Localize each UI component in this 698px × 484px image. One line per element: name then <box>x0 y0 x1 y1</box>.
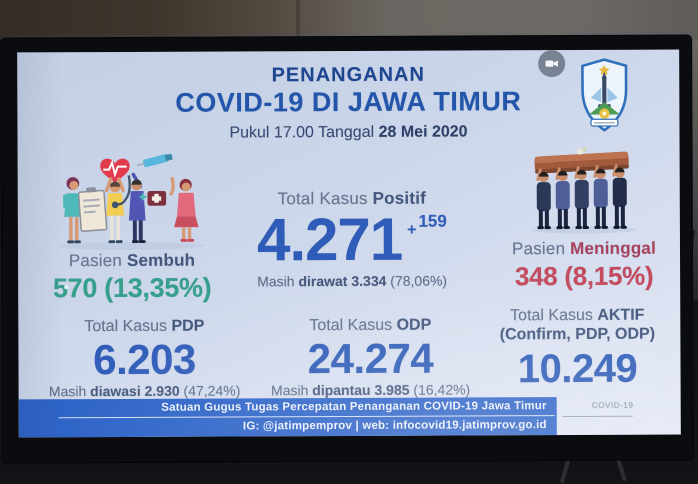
masih-dipantau-note: Masih dipantau 3.985 (16,42%) <box>270 381 471 399</box>
footer-contact-text: IG: @jatimpemprov | web: infocovid19.jat… <box>242 419 547 433</box>
stat-total-kasus-aktif: Total Kasus AKTIF (Confirm, PDP, ODP) 10… <box>482 306 672 392</box>
stat-total-kasus-positif: Total Kasus Positif 4.271 +159 Masih dira… <box>224 188 480 290</box>
total-kasus-aktif-value: 10.249 <box>517 346 638 392</box>
pasien-sembuh-value: 570 (13,35%) <box>52 272 212 304</box>
watermark-underline <box>562 415 633 418</box>
total-kasus-positif-value-row: 4.271 +159 <box>224 206 480 274</box>
pasien-meninggal-label: Pasien Meninggal <box>511 238 657 259</box>
wall-seam <box>296 0 300 44</box>
total-kasus-positif-value: 4.271 <box>256 205 403 274</box>
stat-pasien-sembuh: Pasien Sembuh 570 (13,35%) <box>34 148 231 305</box>
total-kasus-odp-label: Total Kasus ODP <box>309 316 432 335</box>
subtitle-time: Pukul 17.00 Tanggal <box>229 123 379 142</box>
medical-team-illustration-icon <box>59 153 205 250</box>
total-kasus-pdp-label: Total Kasus PDP <box>84 317 205 336</box>
stat-pasien-meninggal: Pasien Meninggal 348 (8,15%) <box>492 142 677 293</box>
jawa-timur-provincial-emblem-icon <box>576 58 632 137</box>
total-kasus-aktif-label: Total Kasus AKTIF <box>510 306 645 325</box>
footer-banner: Satuan Gugus Tugas Percepatan Penanganan… <box>18 397 557 438</box>
presentation-slide: PENANGANAN COVID-19 DI JAWA TIMUR Pukul … <box>17 49 681 438</box>
total-kasus-odp-value: 24.274 <box>307 334 434 383</box>
stat-total-kasus-pdp: Total Kasus PDP 6.203 Masih diawasi 2.93… <box>28 317 260 400</box>
total-kasus-aktif-sublabel: (Confirm, PDP, ODP) <box>499 325 656 344</box>
stat-total-kasus-odp: Total Kasus ODP 24.274 Masih dipantau 3.… <box>256 316 484 399</box>
pasien-meninggal-value: 348 (8,15%) <box>514 260 654 292</box>
masih-diawasi-note: Masih diawasi 2.930 (47,24%) <box>48 382 241 400</box>
delta-plus-sign: + <box>407 221 417 239</box>
video-camera-icon <box>538 50 566 78</box>
pallbearers-coffin-illustration-icon <box>531 147 636 234</box>
total-kasus-pdp-value: 6.203 <box>93 335 196 384</box>
covid19-watermark: COVID-19 <box>591 400 634 410</box>
tv-frame: PENANGANAN COVID-19 DI JAWA TIMUR Pukul … <box>1 35 693 463</box>
masih-dirawat-note: Masih dirawat 3.334 (78,06%) <box>257 272 448 290</box>
delta-value: 159 <box>418 211 447 231</box>
screen-glare-dot <box>64 285 69 290</box>
pasien-sembuh-label: Pasien Sembuh <box>68 250 196 271</box>
floor-shadow <box>0 458 698 479</box>
subtitle-date: 28 Mei 2020 <box>378 123 468 141</box>
